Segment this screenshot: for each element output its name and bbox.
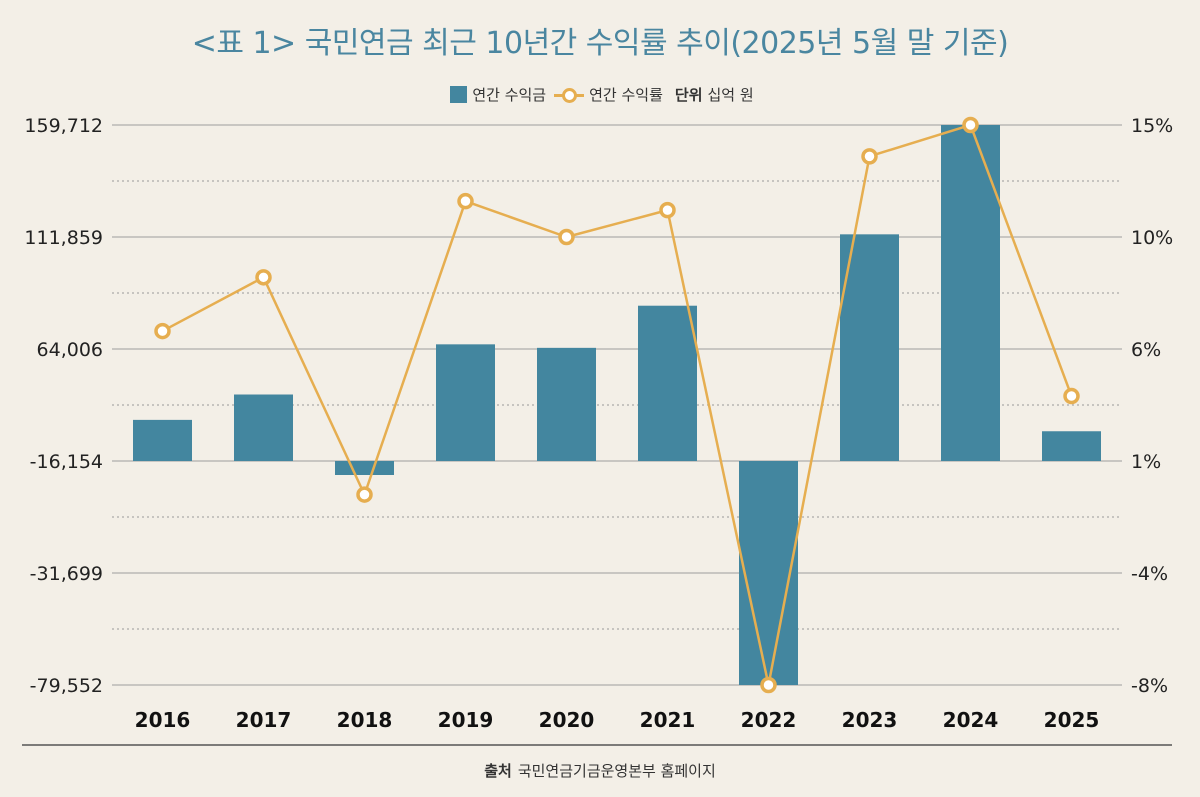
- x-tick-label: 2025: [1044, 708, 1100, 732]
- bar-2022: [739, 461, 798, 685]
- source-text: 국민연금기금운영본부 홈페이지: [517, 762, 716, 780]
- right-tick-label: -4%: [1131, 563, 1168, 585]
- legend-line-swatch: [554, 87, 585, 103]
- bar-2017: [234, 394, 293, 461]
- bar-2023: [840, 234, 899, 461]
- rate-point-2025: [1063, 387, 1080, 405]
- rate-point-2021: [659, 201, 676, 219]
- x-tick-label: 2024: [943, 708, 999, 732]
- rate-line: [161, 123, 1073, 687]
- bar-2024: [941, 125, 1000, 461]
- x-tick-label: 2016: [135, 708, 191, 732]
- chart-legend: 연간 수익금 연간 수익률 단위 십억 원: [0, 84, 1200, 105]
- legend-bar-swatch: [450, 86, 468, 103]
- x-tick-label: 2023: [842, 708, 898, 732]
- left-tick-label: -31,699: [30, 563, 103, 585]
- rate-point-2017: [255, 269, 272, 286]
- bar-2016: [133, 419, 192, 461]
- x-tick-label: 2019: [438, 708, 494, 732]
- line-series: [154, 116, 1080, 694]
- bar-series: [133, 125, 1101, 685]
- left-tick-label: -79,552: [30, 675, 103, 697]
- right-tick-label: 1%: [1131, 451, 1161, 473]
- bar-2020: [537, 347, 596, 461]
- legend-item-line: 연간 수익률: [554, 84, 663, 105]
- unit-label: 단위: [674, 86, 703, 104]
- bar-2025: [1042, 431, 1101, 461]
- source-note: 출처 국민연금기금운영본부 홈페이지: [0, 760, 1200, 781]
- rate-point-2019: [457, 192, 474, 210]
- rate-point-2023: [861, 148, 878, 165]
- rate-point-2018: [356, 486, 373, 503]
- bar-2018: [335, 461, 394, 475]
- legend-line-label: 연간 수익률: [589, 86, 663, 104]
- left-tick-label: 111,859: [24, 227, 103, 249]
- x-tick-label: 2020: [539, 708, 595, 732]
- bar-2019: [436, 344, 495, 461]
- rate-point-2016: [154, 322, 171, 340]
- x-tick-label: 2021: [640, 708, 696, 732]
- legend-bar-label: 연간 수익금: [472, 86, 547, 104]
- rate-point-2024: [962, 116, 979, 134]
- left-tick-label: -16,154: [30, 451, 103, 473]
- right-tick-label: 15%: [1131, 115, 1173, 137]
- right-tick-label: -8%: [1131, 675, 1168, 697]
- right-tick-label: 6%: [1131, 339, 1161, 361]
- chart-title: <표 1> 국민연금 최근 10년간 수익률 추이(2025년 5월 말 기준): [191, 26, 1009, 61]
- bar-2021: [638, 305, 697, 461]
- x-tick-label: 2017: [236, 708, 292, 732]
- right-tick-label: 10%: [1131, 227, 1173, 249]
- x-tick-label: 2022: [741, 708, 797, 732]
- x-tick-label: 2018: [337, 708, 393, 732]
- left-tick-label: 159,712: [24, 115, 103, 137]
- source-label: 출처: [484, 762, 512, 780]
- rate-point-2020: [558, 228, 575, 246]
- unit-value: 십억 원: [707, 86, 754, 104]
- rate-point-2022: [760, 676, 777, 694]
- left-tick-label: 64,006: [37, 339, 103, 361]
- axis-labels: 159,712 111,859 64,006 -16,154 -31,699 -79,55…: [22, 115, 1173, 746]
- legend-item-bar: 연간 수익금: [450, 84, 546, 105]
